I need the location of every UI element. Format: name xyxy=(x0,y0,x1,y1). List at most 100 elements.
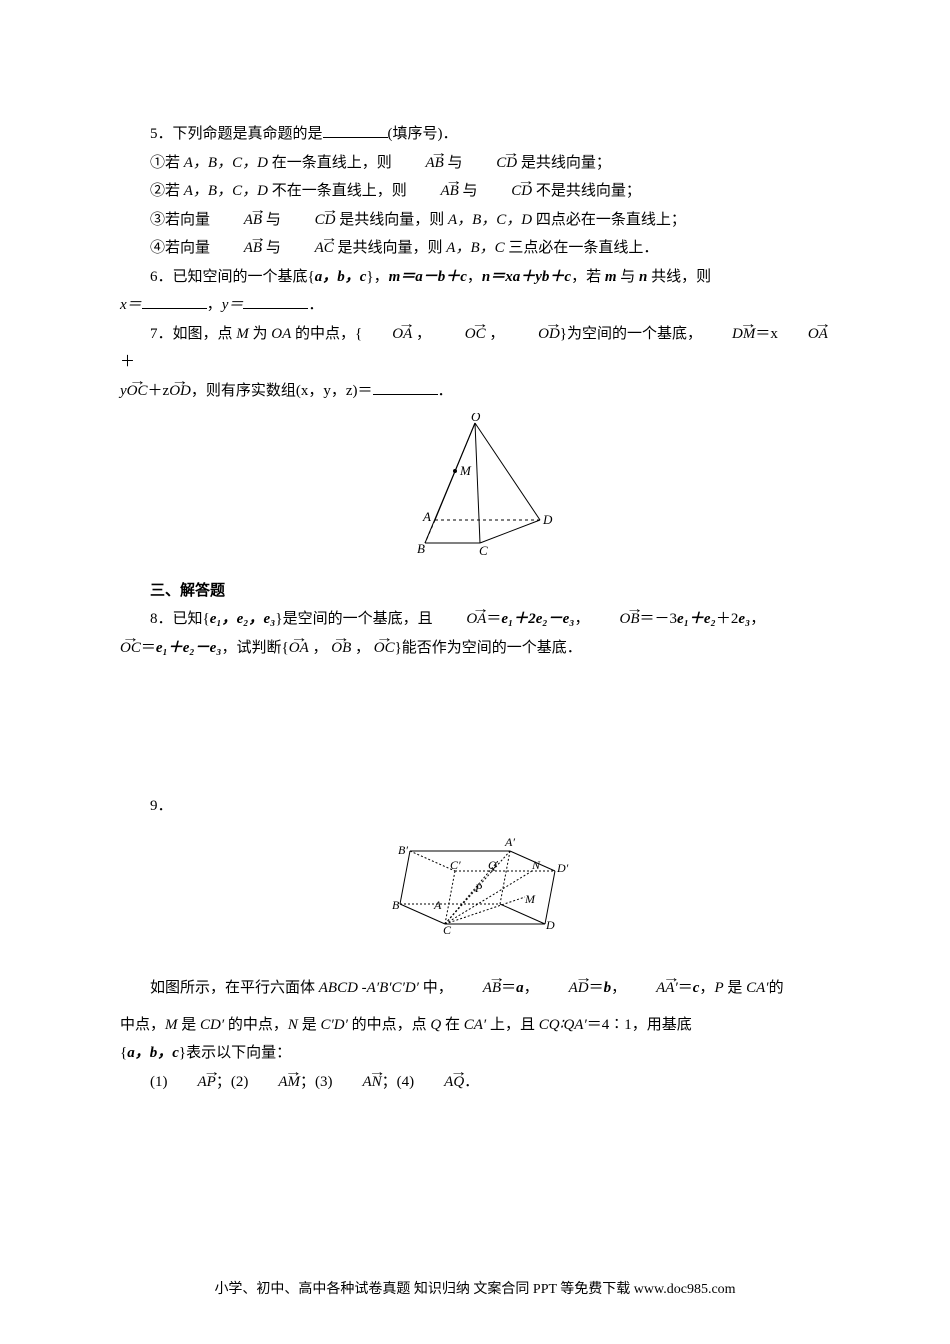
M: M xyxy=(236,326,249,342)
expr: e₁＋e₂ xyxy=(677,611,716,627)
q5-opt4: ④若向量 AB 与 AC 是共线向量，则 A，B，C 三点必在一条直线上． xyxy=(120,234,830,263)
q6-line1: 6．已知空间的一个基底{a，b，c}，m＝a－b＋c，n＝xa＋yb＋c，若 m… xyxy=(120,263,830,292)
vec-CD: CD xyxy=(481,177,532,206)
expr: e₃ xyxy=(738,611,750,627)
x: x＝ xyxy=(120,297,142,313)
vec-OA: OA xyxy=(778,320,828,349)
vec-OD: OD xyxy=(508,320,560,349)
q5-blank xyxy=(323,123,388,138)
lbl-Cp: C′ xyxy=(450,858,461,872)
t: 与 xyxy=(617,269,640,285)
t: }能否作为空间的一个基底． xyxy=(395,640,582,656)
vec-DM: DM xyxy=(702,320,755,349)
P: P xyxy=(714,980,723,996)
lbl-M: M xyxy=(459,463,472,478)
y: y＝ xyxy=(222,297,244,313)
expr: e₁＋2e₂－e₃ xyxy=(501,611,574,627)
vec-AN: AN xyxy=(333,1068,382,1097)
lbl-Bp: B′ xyxy=(398,843,408,857)
Q: Q xyxy=(430,1017,441,1033)
CA: CA′ xyxy=(464,1017,486,1033)
blank xyxy=(142,294,207,309)
vec-AD: AD xyxy=(539,974,589,1003)
t: ④若向量 xyxy=(150,240,214,256)
t: ， xyxy=(699,980,714,996)
sep: ， xyxy=(207,297,222,313)
lbl-B: B xyxy=(392,898,400,912)
t: 是共线向量，则 xyxy=(334,240,447,256)
t: 6．已知空间的一个基底{ xyxy=(150,269,315,285)
lbl-A: A xyxy=(433,898,442,912)
vec-AB: AB xyxy=(410,177,458,206)
t: ③若向量 xyxy=(150,212,214,228)
lbl-M: M xyxy=(524,892,536,906)
figure-9: A B C D A′ B′ C′ D′ M N P Q xyxy=(120,829,830,950)
lbl-O: O xyxy=(471,413,481,424)
t: 不是共线向量； xyxy=(532,183,641,199)
t: ，若 xyxy=(571,269,605,285)
q9-line3: {a，b，c}表示以下向量： xyxy=(120,1039,830,1068)
t: }为空间的一个基底， xyxy=(560,326,702,342)
blank xyxy=(243,294,308,309)
q8-line2: OC＝e₁＋e₂－e₃，试判断{OA ， OB ， OC}能否作为空间的一个基底… xyxy=(120,634,830,663)
t: 是共线向量，则 xyxy=(335,212,448,228)
vec-AB: AB xyxy=(453,974,501,1003)
tetrahedron-svg: O M A B C D xyxy=(385,413,565,558)
vec-OB: OB xyxy=(590,605,640,634)
q5-text: 5．下列命题是真命题的是 xyxy=(150,126,323,142)
m: m＝a－b＋c xyxy=(389,269,467,285)
lbl-A: A xyxy=(422,509,431,524)
lbl-N: N xyxy=(531,858,541,872)
t: 是 xyxy=(298,1017,321,1033)
t: 在 xyxy=(441,1017,464,1033)
lbl-D: D xyxy=(542,512,553,527)
t: 上，且 xyxy=(486,1017,539,1033)
t: 为 xyxy=(249,326,272,342)
t: 在一条直线上，则 xyxy=(268,155,396,171)
t: 中点， xyxy=(120,1017,165,1033)
N: N xyxy=(288,1017,298,1033)
t: 如图所示，在平行六面体 xyxy=(150,980,319,996)
t: 共线，则 xyxy=(647,269,711,285)
q7-line2: yOC＋zOD，则有序实数组(x，y，z)＝． xyxy=(120,377,830,406)
vec-OC: OC xyxy=(127,377,148,406)
abc: a，b，c xyxy=(315,269,367,285)
dot: ． xyxy=(308,297,323,313)
t: 8．已知{ xyxy=(150,611,210,627)
document-body: 5．下列命题是真命题的是(填序号)． ①若 A，B，C，D 在一条直线上，则 A… xyxy=(120,120,830,1096)
t: }， xyxy=(366,269,388,285)
vec-OC: OC xyxy=(435,320,486,349)
q9-line1: 如图所示，在平行六面体 ABCD -A′B′C′D′ 中，AB＝a，AD＝b，A… xyxy=(120,974,830,1003)
blank xyxy=(373,380,438,395)
n: n＝xa＋yb＋c xyxy=(482,269,571,285)
t: 三点必在一条直线上． xyxy=(505,240,659,256)
t: ， xyxy=(750,611,765,627)
q7-line1: 7．如图，点 M 为 OA 的中点，{OA ， OC ， OD}为空间的一个基底… xyxy=(120,320,830,377)
lbl-C: C xyxy=(443,923,452,937)
pts: A，B，C，D xyxy=(184,155,268,171)
figure-7: O M A B C D xyxy=(120,413,830,569)
q8-line1: 8．已知{e₁，e₂，e₃}是空间的一个基底，且 OA＝e₁＋2e₂－e₃，OB… xyxy=(120,605,830,634)
t: ②若 xyxy=(150,183,184,199)
M: M xyxy=(165,1017,178,1033)
OA: OA xyxy=(271,326,291,342)
vec-OC: OC xyxy=(374,634,395,663)
lbl-C: C xyxy=(479,543,488,558)
t: ，则有序实数组(x，y，z)＝ xyxy=(191,383,373,399)
vec-AQ: AQ xyxy=(414,1068,464,1097)
q9-subq: (1)AP；(2)AM；(3)AN；(4)AQ． xyxy=(120,1068,830,1097)
vec-OB: OB xyxy=(331,634,351,663)
vec-OC: OC xyxy=(120,634,141,663)
hexahedron-svg: A B C D A′ B′ C′ D′ M N P Q xyxy=(370,829,580,939)
t: ， xyxy=(467,269,482,285)
q9-line2: 中点，M 是 CD′ 的中点，N 是 C′D′ 的中点，点 Q 在 CA′ 上，… xyxy=(120,1011,830,1040)
vec-OA: OA xyxy=(289,634,309,663)
vec-AA: AA′ xyxy=(626,974,678,1003)
lbl-Q: Q xyxy=(488,858,497,872)
t: 的中点，{ xyxy=(291,326,362,342)
vec-OA: OA xyxy=(436,605,486,634)
lbl-P: P xyxy=(474,881,483,895)
q9-label: 9． xyxy=(120,792,830,821)
t: 是 xyxy=(724,980,747,996)
a: a xyxy=(516,980,524,996)
